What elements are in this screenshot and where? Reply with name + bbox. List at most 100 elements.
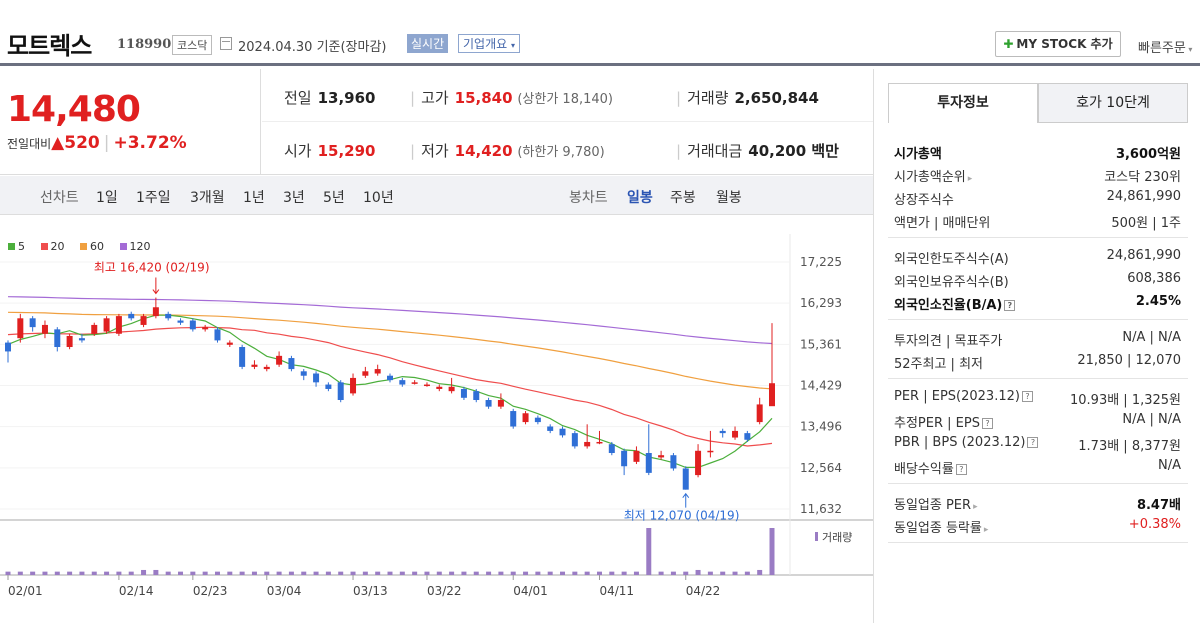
volume-bar — [375, 571, 381, 575]
candle-body — [251, 364, 258, 367]
legend-ma60: 60 — [80, 240, 110, 253]
divider: | — [676, 142, 682, 160]
tab-5y[interactable]: 5년 — [323, 190, 345, 206]
candle-body — [510, 411, 517, 427]
stock-header: 모트렉스 118990 코스닥 2024.04.30 기준(장마감) 실시간 기… — [0, 0, 1200, 66]
info-label[interactable]: 동일업종 등락률 ▸ — [894, 521, 989, 536]
help-icon[interactable]: ? — [1027, 437, 1039, 448]
y-tick-label: 15,361 — [800, 337, 842, 351]
candle-body — [608, 444, 615, 454]
candle-body — [66, 335, 73, 348]
volume-bar — [214, 571, 220, 575]
info-row: 외국인소진율(B/A)? 2.45% — [888, 290, 1188, 313]
max-price-annotation: 최고 16,420 (02/19) — [94, 261, 210, 275]
down-arrow-icon — [152, 277, 160, 295]
current-price-box: 14,480 전일대비▲520 | +3.72% — [0, 69, 261, 175]
candle-body — [707, 450, 714, 453]
candle-body — [115, 316, 122, 334]
x-tick-label: 02/14 — [119, 584, 154, 598]
min-price-annotation: 최저 12,070 (04/19) — [624, 509, 740, 523]
divider: | — [676, 89, 682, 107]
info-label[interactable]: 시가총액순위 ▸ — [894, 170, 973, 185]
volume-bar — [658, 571, 664, 575]
low-label: 저가 — [421, 142, 449, 160]
chevron-down-icon: ▾ — [1185, 45, 1193, 54]
info-row: PER | EPS(2023.12)? 10.93배 | 1,325원 — [888, 385, 1188, 408]
tab-10y[interactable]: 10년 — [363, 190, 394, 206]
tab-weekly[interactable]: 주봉 — [670, 190, 696, 206]
candle-body — [571, 433, 578, 447]
volume-bar — [720, 571, 726, 575]
investment-info-panel: 투자정보 호가 10단계 시가총액 3,600억원 시가총액순위 ▸ 코스닥 230위 상… — [873, 69, 1200, 623]
candle-body — [695, 450, 702, 476]
candle-body — [658, 455, 665, 458]
candlestick-chart[interactable]: 17,225 16,293 15,361 14,429 13,496 12,564 11,6… — [0, 234, 873, 623]
info-row: PBR | BPS (2023.12)? 1.73배 | 8,377원 — [888, 431, 1188, 454]
candle-body — [719, 430, 726, 434]
tab-1y[interactable]: 1년 — [243, 190, 265, 206]
quick-order-button[interactable]: 빠른주문 ▾ — [1138, 37, 1192, 56]
volume-label: 거래량 — [687, 89, 729, 107]
candle-chart-label: 봉차트 — [569, 190, 608, 206]
candle-body — [485, 400, 492, 407]
info-value: 10.93배 | 1,325원 — [1070, 393, 1181, 408]
my-stock-add-button[interactable]: ✚ MY STOCK 추가 — [995, 31, 1121, 57]
volume-bar — [399, 571, 405, 575]
volume-bar — [251, 571, 257, 575]
volume-bar — [646, 528, 652, 575]
trade-amount: | 거래대금 40,200 백만 — [676, 140, 839, 161]
prev-close-label: 전일 — [284, 89, 312, 107]
volume-bar — [670, 571, 676, 575]
volume-bar — [523, 571, 529, 575]
legend-ma20: 20 — [40, 240, 71, 253]
info-row: 상장주식수 24,861,990 — [888, 185, 1188, 208]
tab-3y[interactable]: 3년 — [283, 190, 305, 206]
volume-bar — [424, 571, 430, 575]
tab-monthly[interactable]: 월봉 — [716, 190, 742, 206]
volume-bar — [178, 571, 184, 575]
prev-close-value: 13,960 — [317, 89, 376, 107]
volume-bar — [362, 571, 368, 575]
legend-ma120-label: 120 — [129, 240, 151, 253]
company-overview-button[interactable]: 기업개요 ▾ — [458, 34, 521, 53]
help-icon[interactable]: ? — [1004, 300, 1016, 311]
volume-bar — [695, 569, 701, 575]
price-summary: 14,480 전일대비▲520 | +3.72% 전일 13,960 | 고가 15,84… — [0, 69, 873, 175]
volume-bar — [165, 571, 171, 575]
candle-body — [325, 384, 332, 389]
volume-bar — [584, 571, 590, 575]
tab-3m[interactable]: 3개월 — [190, 190, 225, 206]
volume-bar — [486, 571, 492, 575]
info-row: 52주최고 | 최저 21,850 | 12,070 — [888, 349, 1188, 372]
volume-bar — [596, 571, 602, 575]
info-row: 외국인보유주식수(B) 608,386 — [888, 267, 1188, 290]
tab-1d[interactable]: 1일 — [96, 190, 118, 206]
candle-body — [448, 386, 455, 392]
info-value: N/A | N/A — [1122, 412, 1181, 427]
realtime-button[interactable]: 실시간 — [407, 34, 449, 53]
help-icon[interactable]: ? — [1021, 391, 1033, 402]
info-label[interactable]: 동일업종 PER ▸ — [894, 498, 978, 513]
candle-body — [387, 375, 393, 381]
candle-body — [128, 313, 135, 319]
info-value: 608,386 — [1127, 271, 1181, 286]
info-row: 동일업종 PER ▸ 8.47배 — [888, 490, 1188, 513]
candle-body — [399, 380, 406, 385]
high-price: | 고가 15,840 (상한가 18,140) — [410, 87, 613, 108]
volume-bar — [633, 571, 639, 575]
x-tick-label: 03/22 — [427, 584, 462, 598]
info-group: PER | EPS(2023.12)? 10.93배 | 1,325원 추정PER … — [888, 379, 1188, 484]
help-icon[interactable]: ? — [981, 418, 993, 429]
tab-1w[interactable]: 1주일 — [136, 190, 171, 206]
x-tick-label: 02/01 — [8, 584, 43, 598]
ma120-line — [7, 296, 773, 345]
candle-body — [78, 338, 85, 341]
tab-investment-info[interactable]: 투자정보 — [888, 83, 1038, 123]
tab-daily[interactable]: 일봉 — [627, 190, 653, 206]
help-icon[interactable]: ? — [955, 464, 967, 475]
volume-bar — [276, 571, 282, 575]
candle-body — [41, 324, 48, 334]
candle-body — [362, 371, 369, 376]
info-label: 외국인보유주식수(B) — [894, 275, 1009, 290]
tab-order-book[interactable]: 호가 10단계 — [1038, 83, 1188, 123]
